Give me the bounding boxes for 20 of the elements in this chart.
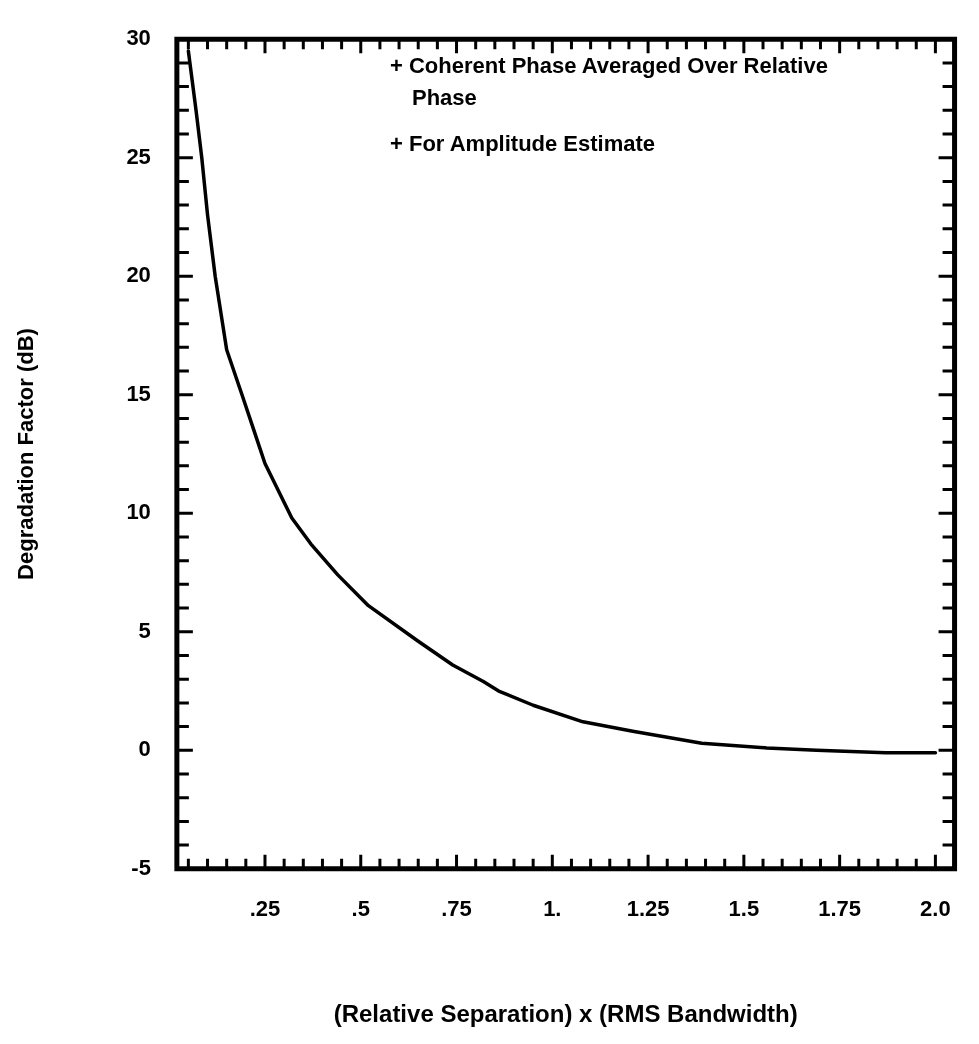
y-tick-label: 30: [126, 25, 151, 51]
y-tick-label: -5: [131, 854, 151, 880]
x-tick-label: .25: [249, 896, 281, 922]
y-tick-label: 25: [126, 143, 151, 169]
x-tick-label: 2.0: [920, 896, 951, 922]
y-tick-label: 20: [126, 262, 151, 288]
x-tick-label: 1.25: [626, 896, 670, 922]
x-tick-label: 1.5: [728, 896, 760, 922]
x-tick-label: .5: [351, 896, 370, 922]
annotation: + For Amplitude Estimate: [390, 129, 657, 158]
x-tick-label: .75: [441, 896, 472, 922]
x-axis-title: (Relative Separation) x (RMS Bandwidth): [333, 1000, 798, 1028]
annotation: + Coherent Phase Averaged Over Relative Phase: [390, 52, 829, 112]
y-axis-title: Degradation Factor (dB): [13, 328, 39, 580]
x-tick-label: 1.: [543, 896, 562, 922]
x-tick-label: 1.75: [818, 896, 862, 922]
y-tick-label: 10: [126, 499, 151, 525]
y-tick-label: 5: [138, 617, 151, 643]
y-tick-label: 0: [138, 736, 151, 762]
y-tick-label: 15: [126, 380, 151, 406]
